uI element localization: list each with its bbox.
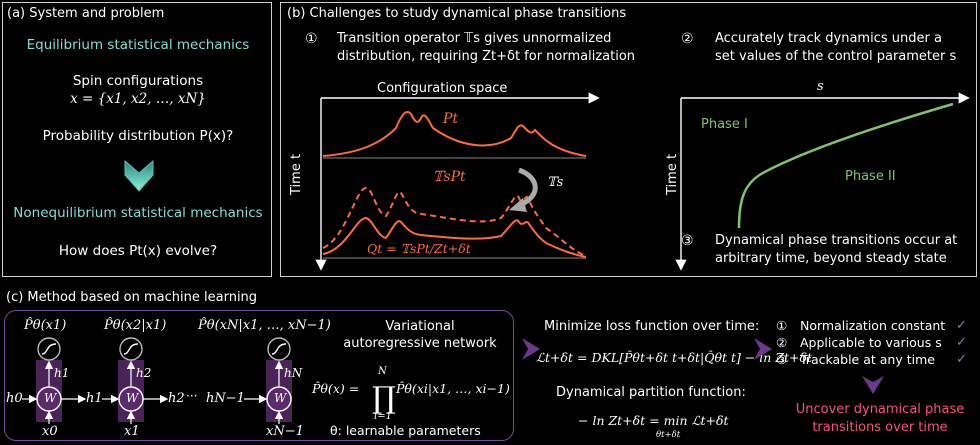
down-arrow-icon-2 bbox=[862, 376, 884, 394]
h0-label: h0 bbox=[6, 391, 23, 406]
p-x1-label: P̂θ(x1) bbox=[24, 318, 67, 333]
configuration-plot bbox=[315, 92, 600, 271]
product-symbol: ∏ bbox=[372, 381, 396, 416]
panel-c-title: (c) Method based on machine learning bbox=[6, 290, 258, 305]
w-label-2: W bbox=[126, 391, 139, 405]
loss-formula: ℒt+δt = DKL[P̂θt+δt t+δt|Q̂θt t] − ln Zt… bbox=[536, 350, 813, 365]
bullet-text: Trackable at any time bbox=[800, 352, 935, 367]
x0-label: x0 bbox=[42, 424, 58, 439]
bullet-list: ① Normalization constant ✓ ② Applicable to v… bbox=[776, 318, 976, 369]
sigmoid-node-2 bbox=[119, 337, 143, 361]
partition-formula: − ln Zt+δt = min ℒt+δt bbox=[578, 413, 729, 428]
network-box bbox=[4, 310, 514, 441]
spin-formula: x = {x1, x2, …, xN} bbox=[70, 91, 206, 107]
sigmoid-node-1 bbox=[37, 337, 61, 361]
check-icon: ✓ bbox=[956, 352, 967, 367]
challenge-1-number: ① bbox=[305, 31, 318, 47]
pt-curve bbox=[322, 110, 587, 157]
variational-line1: Variational bbox=[385, 319, 455, 334]
tspt-label: 𝕋sPt bbox=[433, 169, 466, 185]
bullet-number: ① bbox=[776, 318, 788, 333]
check-icon: ✓ bbox=[956, 335, 967, 350]
panel-a: (a) System and problem Equilibrium stati… bbox=[2, 2, 272, 277]
hn1-label: hN−1 bbox=[206, 391, 245, 406]
minimize-label: Minimize loss function over time: bbox=[544, 319, 760, 334]
spin-label: Spin configurations bbox=[72, 73, 204, 89]
p-x2-label: P̂θ(x2|x1) bbox=[104, 318, 167, 333]
phase-boundary-curve bbox=[737, 102, 954, 229]
challenge-3-line2: arbitrary time, beyond steady state bbox=[715, 251, 947, 266]
right-arrow-icon bbox=[522, 338, 540, 360]
challenge-2-number: ② bbox=[681, 31, 694, 47]
bullet-text: Normalization constant bbox=[800, 318, 946, 333]
sigmoid-node-n bbox=[267, 337, 291, 361]
p-xn-label: P̂θ(xN|x1, …, xN−1) bbox=[198, 318, 331, 333]
down-arrow-icon bbox=[124, 159, 154, 192]
panel-a-title: (a) System and problem bbox=[7, 6, 165, 21]
phase-plot bbox=[675, 92, 970, 271]
bullet-item: ② Applicable to various s ✓ bbox=[776, 335, 976, 352]
time-axis-label-left: Time t bbox=[289, 153, 304, 195]
product-rhs: P̂θ(xi|x1, …, xi−1) bbox=[396, 381, 510, 396]
probability-question: Probability distribution P(x)? bbox=[42, 128, 234, 144]
phase-1-label: Phase I bbox=[701, 117, 748, 132]
tspt-curve bbox=[322, 186, 587, 257]
evolve-question: How does Pt(x) evolve? bbox=[58, 243, 218, 259]
product-lower: i=1 bbox=[374, 411, 392, 422]
challenge-2-line2: set values of the control parameter s bbox=[715, 49, 957, 64]
check-icon: ✓ bbox=[956, 318, 967, 333]
right-arrow-icon-2 bbox=[754, 338, 772, 360]
h1-label: h1 bbox=[86, 391, 103, 406]
conclusion-line2: transitions over time bbox=[812, 420, 948, 435]
challenge-1-line1: Transition operator 𝕋s gives unnormalize… bbox=[337, 31, 612, 46]
variational-line2: autoregressive network bbox=[343, 336, 497, 351]
challenge-3-number: ③ bbox=[681, 233, 694, 249]
challenge-1-line2: distribution, requiring Zt+δt for normal… bbox=[337, 49, 636, 64]
bullet-number: ② bbox=[776, 335, 788, 350]
hn-top-label: hN bbox=[284, 366, 303, 380]
h1-top-label: h1 bbox=[54, 366, 70, 380]
challenge-3-line1: Dynamical phase transitions occur at bbox=[715, 233, 958, 248]
autoregressive-network: ∏ bbox=[22, 337, 396, 424]
phase-2-label: Phase II bbox=[845, 169, 896, 184]
theta-text: θ: learnable parameters bbox=[330, 423, 481, 438]
product-lhs: P̂θ(x) = bbox=[312, 381, 360, 396]
qt-label: Qt = 𝕋sPt/Zt+δt bbox=[367, 241, 471, 256]
equilibrium-heading: Equilibrium statistical mechanics bbox=[26, 37, 250, 53]
partition-label: Dynamical partition function: bbox=[556, 385, 746, 400]
w-label-n: W bbox=[274, 391, 287, 405]
bullet-number: ③ bbox=[776, 352, 788, 367]
bullet-item: ① Normalization constant ✓ bbox=[776, 318, 976, 335]
bullet-item: ③ Trackable at any time ✓ bbox=[776, 352, 976, 369]
product-upper: N bbox=[378, 366, 387, 377]
partition-subscript: θt+δt bbox=[656, 430, 681, 440]
panel-b-title: (b) Challenges to study dynamical phase … bbox=[287, 6, 627, 21]
h2-top-label: h2 bbox=[136, 366, 152, 380]
s-axis-label: s bbox=[817, 79, 824, 94]
h2-label: h2 bbox=[168, 391, 185, 406]
nonequilibrium-heading: Nonequilibrium statistical mechanics bbox=[13, 205, 263, 221]
time-axis-label-right: Time t bbox=[665, 153, 680, 195]
ts-label: 𝕋s bbox=[547, 175, 564, 190]
qt-curve bbox=[322, 216, 587, 258]
xn1-label: xN−1 bbox=[266, 424, 304, 439]
pt-label: Pt bbox=[443, 111, 459, 127]
config-space-label: Configuration space bbox=[377, 81, 508, 96]
ellipsis: ··· bbox=[186, 389, 198, 403]
panel-b: (b) Challenges to study dynamical phase … bbox=[280, 2, 977, 277]
bullet-text: Applicable to various s bbox=[800, 335, 942, 350]
conclusion-line1: Uncover dynamical phase bbox=[795, 402, 965, 417]
w-label-1: W bbox=[44, 391, 57, 405]
x1-label: x1 bbox=[124, 424, 140, 439]
challenge-2-line1: Accurately track dynamics under a bbox=[715, 31, 942, 46]
